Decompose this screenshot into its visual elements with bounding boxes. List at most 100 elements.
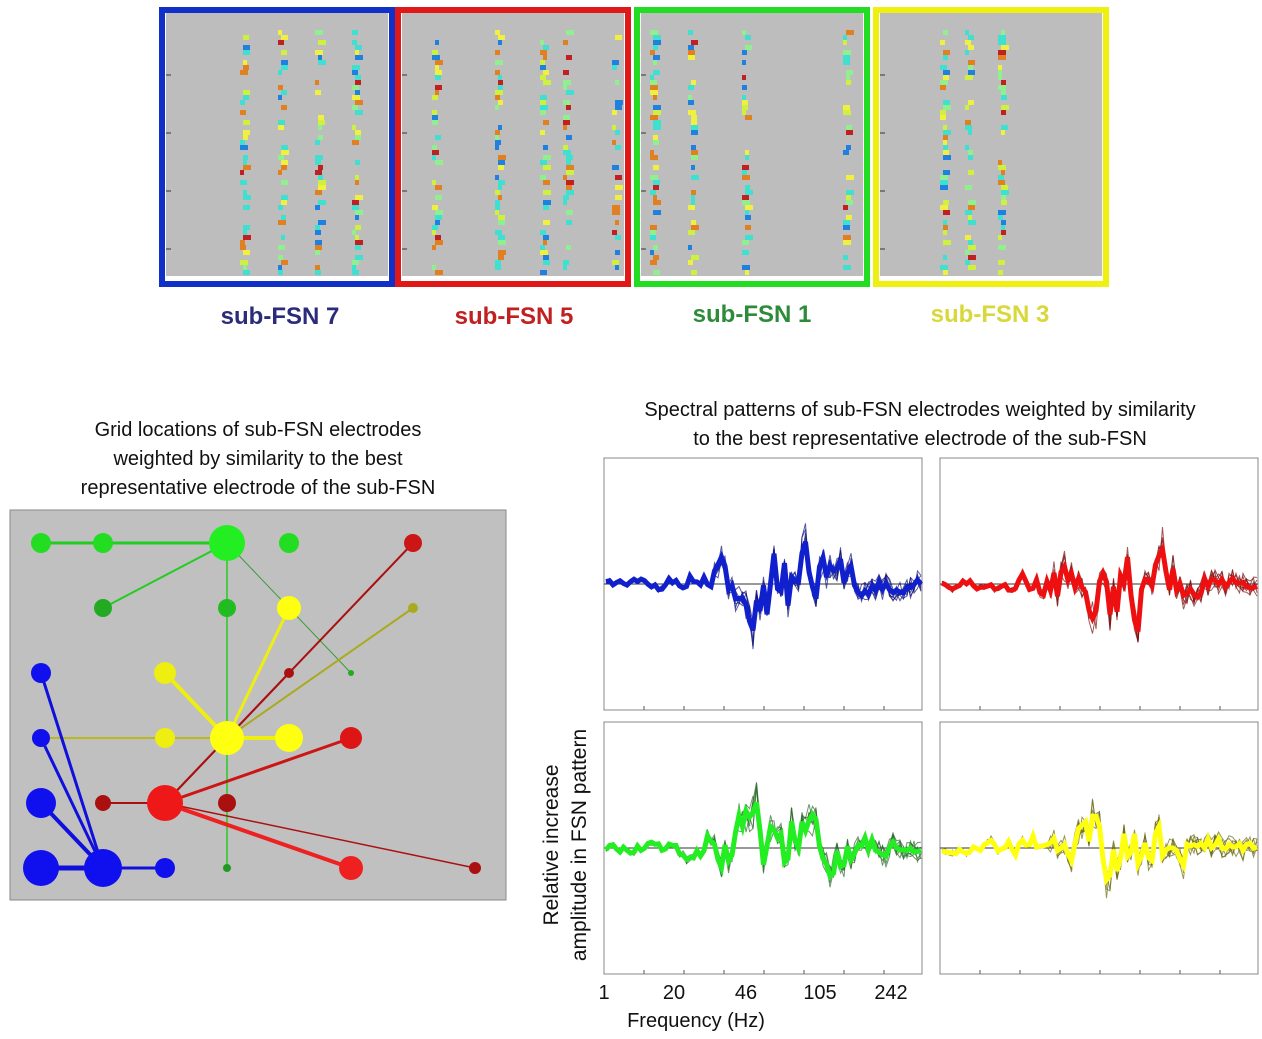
heatmap-cell [843,40,847,45]
heatmap-cell [435,40,439,45]
heatmap-cell [243,130,250,135]
heatmap-cell [998,215,1003,220]
heatmap-cell [615,175,622,180]
title-line: weighted by similarity to the best [112,448,402,470]
heatmap-cell [495,205,500,210]
main-trace [605,541,923,632]
heatmap-cell [318,135,323,140]
heatmap-cell [540,230,546,235]
heatmap-cell [998,165,1006,170]
heatmap-cell [653,245,658,250]
heatmap-cell [968,35,974,40]
heatmap-cell [243,65,249,70]
heatmap-cell [563,145,568,150]
heatmap-cell [965,50,969,55]
heatmap-cell [563,40,568,45]
heatmap-cell [498,155,506,160]
electrode [348,670,354,676]
heatmap-cell [563,200,567,205]
heatmap-cell [243,95,249,100]
heatmap-cell [691,220,696,225]
heatmap-cell [315,225,320,230]
heatmap-cell [495,260,501,265]
heatmap-cell [615,100,623,105]
heatmap-cell [243,225,250,230]
heatmap-cell [691,80,696,85]
heatmap-cell [543,220,550,225]
heatmap-cell [1001,95,1007,100]
heatmap-cell [965,210,972,215]
heatmap-cell [943,200,949,205]
heatmap-cell [653,210,661,215]
heatmap-cell [691,200,695,205]
heatmap-cell [281,65,288,70]
heatmap-cell [943,105,951,110]
heatmap-cell [278,155,284,160]
heatmap-cell [650,260,657,265]
heatmap-cell [318,200,326,205]
heatmap-cell [281,105,287,110]
heatmap-cell [495,50,500,55]
heatmap-cell [943,50,950,55]
link [225,607,291,739]
heatmap-cell [355,45,362,50]
heatmap-cell [943,130,951,135]
heatmap-row [159,7,1109,287]
electrode [23,850,59,886]
heatmap-cell [943,75,949,80]
heatmap-cell [543,155,551,160]
heatmap-label: sub-FSN 1 [693,301,812,328]
electrode [275,724,303,752]
heatmap-cell [318,40,326,45]
heatmap-cell [1001,90,1006,95]
heatmap-cell [352,260,359,265]
heatmap-cell [498,195,502,200]
heatmap-cell [432,245,436,250]
heatmap-cell [278,270,283,275]
heatmap-cell [352,105,358,110]
title-line: Grid locations of sub-FSN electrodes [95,419,422,441]
heatmap-cell [653,165,659,170]
heatmap-cell [315,205,320,210]
heatmap-cell [742,240,749,245]
heatmap-cell [615,235,621,240]
heatmap-cell [495,90,503,95]
heatmap-cell [846,125,852,130]
heatmap-cell [243,120,250,125]
heatmap-cell [566,165,574,170]
heatmap-cell [240,260,248,265]
heatmap-frame [159,7,395,287]
electrode [339,856,363,880]
heatmap-cell [650,155,658,160]
heatmap-cell [498,85,503,90]
heatmap-cell [243,165,251,170]
heatmap-cell [543,205,549,210]
heatmap-cell [1001,80,1006,85]
heatmap-cell [742,165,749,170]
heatmap-cell [940,180,948,185]
heatmap-cell [432,225,438,230]
title-line: to the best representative electrode of … [693,428,1147,450]
heatmap-cell [653,195,657,200]
heatmap-cell [653,125,661,130]
x-axis: 1 20 46 105 242 Frequency (Hz) [598,982,907,1032]
heatmap-cell [612,230,617,235]
heatmap-cell [352,70,358,75]
heatmap-cell [543,255,549,260]
heatmap-cell [566,210,573,215]
main-trace [604,801,922,881]
electrode [404,534,422,552]
heatmap-cell [432,205,438,210]
heatmap-cell [355,135,361,140]
heatmap-cell [650,235,656,240]
heatmap-cell [846,175,854,180]
heatmap-cell [281,90,287,95]
heatmap-cell [843,50,851,55]
heatmap-cell [495,95,500,100]
heatmap-cell [688,55,695,60]
heatmap-cell [650,175,658,180]
heatmap-cell [435,75,441,80]
electrode [210,721,244,755]
heatmap-cell [315,155,323,160]
heatmap-cell [563,80,571,85]
